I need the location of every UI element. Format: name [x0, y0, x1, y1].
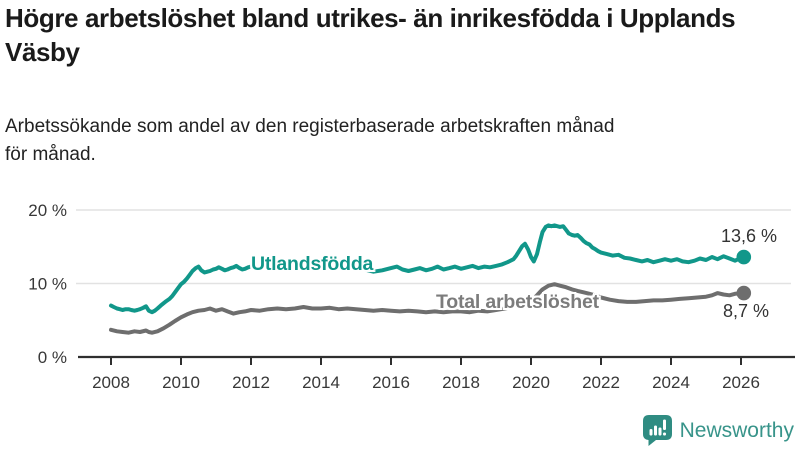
chart-subtitle: Arbetssökande som andel av den registerb… [5, 113, 614, 169]
series-line-1 [109, 282, 746, 335]
y-tick-label: 20 % [28, 201, 67, 220]
newsworthy-chart-bubble-icon [642, 415, 672, 446]
x-tick-label: 2020 [512, 373, 550, 392]
y-tick-label: 10 % [28, 275, 67, 294]
x-tick-label: 2008 [92, 373, 130, 392]
x-tick-label: 2024 [652, 373, 690, 392]
series-label-utlandsfodda: Utlandsfödda [251, 253, 374, 275]
series-end-dot-0 [736, 249, 752, 265]
chart-subtitle-line-2: för månad. [5, 143, 96, 165]
newsworthy-brand-name: Newsworthy [679, 418, 794, 442]
end-value-label-total: 8,7 % [723, 301, 770, 321]
series-label-total-arbetsloshet: Total arbetslöshet [436, 291, 599, 313]
y-tick-label: 0 % [38, 348, 67, 367]
series-end-dot-1 [736, 285, 752, 301]
chart-subtitle-line-1: Arbetssökande som andel av den registerb… [5, 116, 615, 137]
x-tick-label: 2012 [232, 373, 270, 392]
x-tick-label: 2018 [442, 373, 480, 392]
end-value-label-utlandsfodda: 13,6 % [721, 226, 778, 246]
series-line-0 [109, 223, 746, 315]
x-tick-label: 2016 [372, 373, 410, 392]
newsworthy-logo[interactable]: Newsworthy [642, 415, 794, 446]
chart-title: Högre arbetslöshet bland utrikes- än inr… [5, 3, 736, 67]
x-tick-label: 2022 [582, 373, 620, 392]
x-tick-label: 2026 [722, 373, 760, 392]
x-tick-label: 2010 [162, 373, 200, 392]
x-tick-label: 2014 [302, 373, 340, 392]
